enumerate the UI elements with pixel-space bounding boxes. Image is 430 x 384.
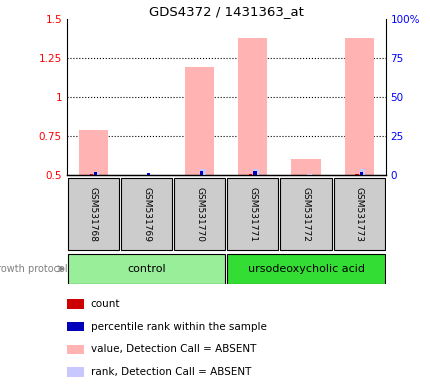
Bar — [67, 344, 84, 354]
Bar — [359, 172, 362, 175]
Text: GSM531771: GSM531771 — [248, 187, 257, 242]
FancyBboxPatch shape — [227, 178, 278, 250]
Bar — [306, 174, 311, 175]
Text: GSM531773: GSM531773 — [354, 187, 363, 242]
FancyBboxPatch shape — [68, 254, 225, 283]
Bar — [249, 174, 252, 175]
Bar — [359, 169, 364, 175]
Bar — [94, 172, 99, 175]
Bar — [67, 367, 84, 377]
Bar — [200, 171, 203, 175]
Text: percentile rank within the sample: percentile rank within the sample — [90, 321, 266, 331]
Bar — [67, 322, 84, 331]
Bar — [147, 173, 150, 175]
Text: rank, Detection Call = ABSENT: rank, Detection Call = ABSENT — [90, 367, 250, 377]
FancyBboxPatch shape — [333, 178, 384, 250]
Bar — [79, 130, 108, 175]
Title: GDS4372 / 1431363_at: GDS4372 / 1431363_at — [148, 5, 303, 18]
Bar — [238, 38, 267, 175]
Text: count: count — [90, 299, 120, 309]
Text: GSM531770: GSM531770 — [195, 187, 204, 242]
FancyBboxPatch shape — [227, 254, 384, 283]
Bar — [89, 174, 92, 175]
Bar — [200, 169, 205, 175]
Bar — [344, 38, 373, 175]
Bar — [253, 171, 256, 175]
Bar — [184, 68, 214, 175]
Text: ursodeoxycholic acid: ursodeoxycholic acid — [247, 264, 364, 274]
Bar — [147, 174, 152, 175]
FancyBboxPatch shape — [68, 178, 119, 250]
Bar — [67, 299, 84, 309]
Bar — [291, 159, 320, 175]
Bar — [94, 172, 97, 175]
FancyBboxPatch shape — [121, 178, 172, 250]
Text: value, Detection Call = ABSENT: value, Detection Call = ABSENT — [90, 344, 255, 354]
Text: GSM531772: GSM531772 — [301, 187, 310, 242]
Text: GSM531769: GSM531769 — [142, 187, 150, 242]
FancyBboxPatch shape — [174, 178, 225, 250]
Bar — [355, 174, 358, 175]
Text: control: control — [127, 264, 166, 274]
Bar — [253, 169, 258, 175]
Text: growth protocol: growth protocol — [0, 264, 68, 274]
FancyBboxPatch shape — [280, 178, 331, 250]
Text: GSM531768: GSM531768 — [89, 187, 98, 242]
